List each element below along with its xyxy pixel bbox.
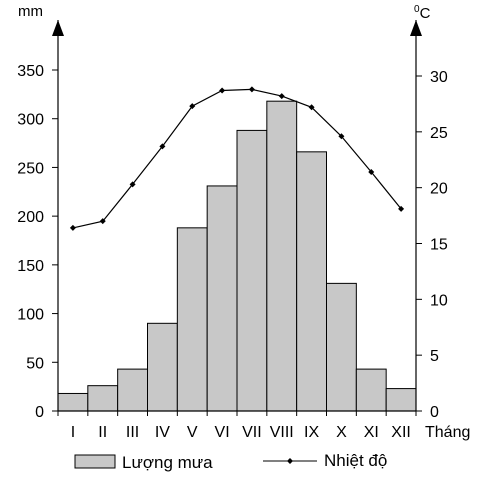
- x-tick-label: XI: [364, 424, 379, 441]
- right-axis-arrow-icon: [410, 20, 422, 36]
- right-tick-label: 25: [430, 125, 448, 142]
- left-tick-label: 300: [17, 112, 44, 129]
- temperature-point: [368, 169, 375, 176]
- temperature-point: [338, 133, 345, 140]
- temperature-point: [398, 205, 405, 212]
- right-axis-unit-base: C: [420, 5, 431, 22]
- temperature-point: [129, 181, 136, 188]
- right-tick-label: 0: [430, 404, 439, 421]
- right-tick-label: 20: [430, 181, 448, 198]
- legend-rainfall-label: Lượng mưa: [122, 453, 213, 472]
- temperature-point: [278, 93, 285, 100]
- left-tick-label: 150: [17, 258, 44, 275]
- left-axis-arrow-icon: [52, 20, 64, 36]
- rainfall-bar: [296, 151, 327, 412]
- rainfall-bar: [176, 227, 208, 412]
- right-axis-unit-sup: 0: [414, 4, 420, 15]
- right-tick-label: 15: [430, 237, 448, 254]
- x-tick-label: IV: [155, 424, 170, 441]
- right-tick-label: 5: [430, 348, 439, 365]
- temperature-series-line: [72, 88, 402, 229]
- x-tick-label: VI: [215, 424, 230, 441]
- x-tick-label: III: [126, 424, 139, 441]
- chart-axes: [52, 20, 422, 416]
- rainfall-bar: [236, 129, 268, 412]
- left-tick-label: 100: [17, 307, 44, 324]
- left-tick-label: 250: [17, 160, 44, 177]
- temperature-point: [308, 104, 315, 111]
- x-tick-label: VII: [242, 424, 262, 441]
- x-tick-label: II: [98, 424, 107, 441]
- rainfall-bar: [326, 282, 357, 412]
- temperature-point: [219, 87, 226, 94]
- temperature-point: [189, 103, 196, 110]
- rainfall-bar: [147, 322, 178, 412]
- temperature-point: [248, 86, 255, 93]
- legend-rainfall-swatch: [74, 454, 116, 469]
- rainfall-bar: [355, 368, 387, 412]
- temperature-point: [69, 224, 76, 231]
- rainfall-bar: [206, 185, 238, 412]
- rainfall-bar: [57, 392, 89, 412]
- x-tick-label: X: [336, 424, 347, 441]
- temperature-point: [99, 218, 106, 225]
- temperature-line: [69, 86, 405, 231]
- left-tick-label: 50: [26, 355, 44, 372]
- x-tick-label: VIII: [270, 424, 294, 441]
- left-tick-label: 200: [17, 209, 44, 226]
- rainfall-bars: [57, 100, 417, 412]
- rainfall-bar: [87, 385, 119, 412]
- x-axis-label: Tháng: [425, 424, 470, 441]
- x-tick-label: V: [187, 424, 198, 441]
- left-tick-label: 350: [17, 63, 44, 80]
- right-tick-label: 30: [430, 69, 448, 86]
- x-tick-label: XII: [391, 424, 411, 441]
- legend: Lượng mưa Nhiệt độ: [74, 451, 387, 472]
- legend-temperature-label: Nhiệt độ: [324, 451, 387, 470]
- rainfall-bar: [266, 100, 298, 412]
- right-tick-label: 10: [430, 292, 448, 309]
- left-axis-unit: mm: [18, 3, 43, 20]
- right-axis-unit: 0C: [414, 4, 431, 22]
- rainfall-bar: [385, 388, 417, 412]
- legend-temperature-marker: [287, 458, 293, 464]
- temperature-point: [159, 143, 166, 150]
- rainfall-bar: [117, 368, 148, 412]
- left-tick-label: 0: [35, 404, 44, 421]
- x-tick-label: I: [71, 424, 75, 441]
- x-tick-label: IX: [304, 424, 319, 441]
